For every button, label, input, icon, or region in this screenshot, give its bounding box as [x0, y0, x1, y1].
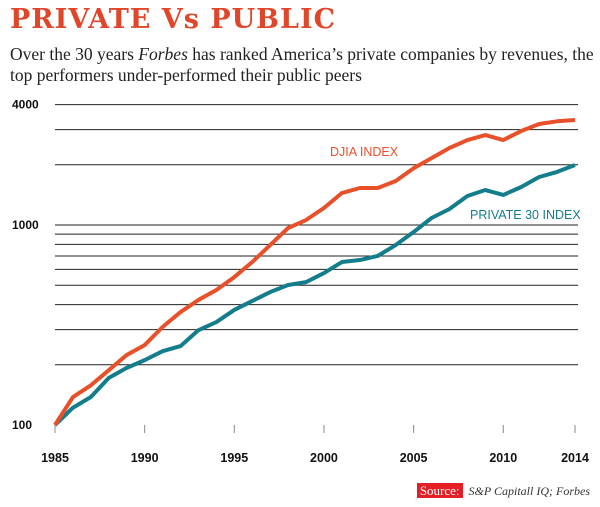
- source-text: S&P Capitall IQ; Forbes: [468, 484, 590, 498]
- y-tick-label: 4000: [12, 98, 39, 112]
- y-tick-label: 1000: [12, 218, 39, 232]
- subtitle-part: has ranked America’s private companies b…: [10, 44, 594, 85]
- x-tick-label: 2010: [489, 451, 517, 465]
- subtitle-part: Over the 30 years: [10, 44, 139, 64]
- series-line-djia-index: [53, 117, 576, 427]
- chart-title: PRIVATE Vs PUBLIC: [10, 4, 337, 35]
- series-label: DJIA INDEX: [330, 145, 399, 159]
- x-tick-label: 1995: [220, 451, 248, 465]
- x-tick-label: 2005: [400, 451, 428, 465]
- x-tick-label: 1985: [41, 451, 69, 465]
- source-label: Source:: [416, 483, 463, 498]
- series-line-private-30-index: [53, 163, 576, 427]
- series-label: PRIVATE 30 INDEX: [470, 208, 581, 222]
- x-tick-label: 2000: [310, 451, 338, 465]
- chart-subtitle: Over the 30 years Forbes has ranked Amer…: [10, 44, 600, 86]
- x-tick-label: 1990: [131, 451, 159, 465]
- subtitle-forbes: Forbes: [138, 44, 188, 64]
- y-tick-label: 100: [12, 418, 32, 432]
- x-tick-label: 2014: [561, 451, 589, 465]
- source-note: Source: S&P Capitall IQ; Forbes: [416, 483, 590, 499]
